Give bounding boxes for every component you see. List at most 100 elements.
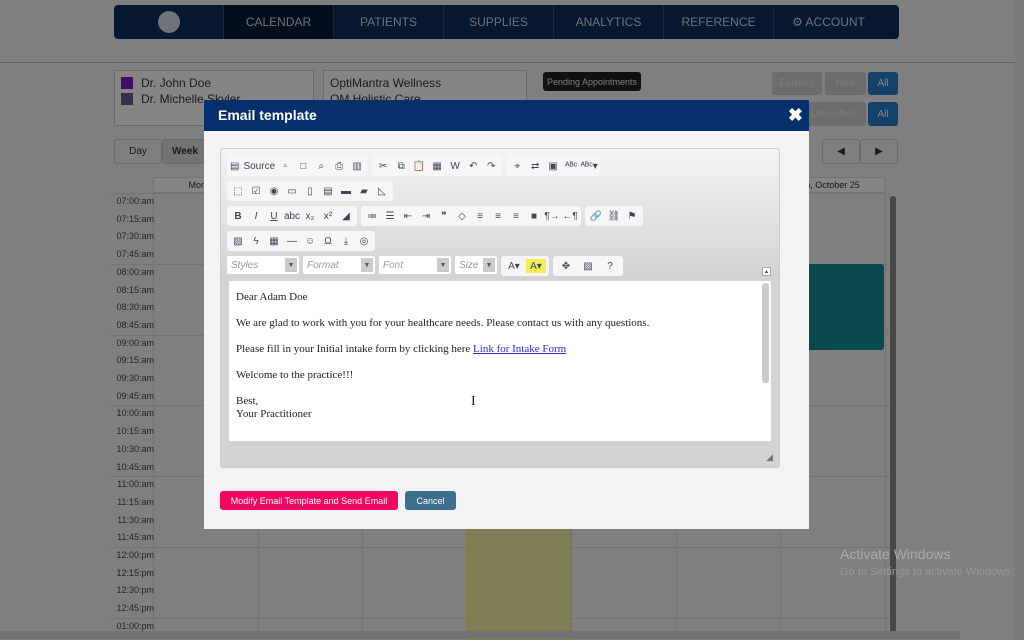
preview-icon[interactable]: ⌕ — [318, 160, 324, 172]
collapse-toolbar-icon[interactable]: ▴ — [762, 267, 771, 276]
select-icon[interactable]: ▤ — [323, 185, 333, 197]
pending-appointments-button[interactable]: Pending Appointments — [543, 72, 641, 91]
print-icon[interactable]: ⎙ — [335, 160, 344, 172]
replace-icon[interactable]: ⇄ — [530, 160, 540, 172]
filter-existing-button[interactable]: Existing — [772, 72, 822, 95]
textfield-icon[interactable]: ▭ — [287, 185, 297, 197]
filter-all-button[interactable]: All — [868, 72, 898, 95]
day-column[interactable] — [885, 193, 886, 640]
remove-format-icon[interactable]: ◢ — [342, 210, 350, 222]
iframe-icon[interactable]: ◎ — [359, 235, 369, 247]
textarea-icon[interactable]: ▯ — [307, 185, 313, 197]
week-view-button[interactable]: Week — [162, 139, 208, 164]
smiley-icon[interactable]: ☺ — [304, 235, 316, 247]
email-paragraph: Please fill in your Initial intake form … — [236, 343, 474, 355]
filter-all-verified-button[interactable]: All — [868, 102, 898, 126]
format-dropdown[interactable]: Format ▼ — [303, 256, 375, 274]
align-left-icon[interactable]: ≡ — [477, 210, 483, 222]
styles-dropdown[interactable]: Styles ▼ — [227, 256, 299, 274]
blockquote-icon[interactable]: ❞ — [441, 210, 447, 222]
select-all-icon[interactable]: ▣ — [548, 160, 558, 172]
justify-icon[interactable]: ■ — [530, 210, 538, 222]
table-icon[interactable]: ▦ — [269, 235, 279, 247]
nav-tab-patients[interactable]: PATIENTS — [333, 5, 443, 39]
superscript-icon[interactable]: x² — [323, 210, 333, 222]
cut-icon[interactable]: ✂ — [378, 160, 388, 172]
rtl-icon[interactable]: ←¶ — [562, 210, 578, 222]
cancel-button[interactable]: Cancel — [405, 491, 456, 510]
calendar-scrollbar[interactable] — [890, 196, 896, 636]
day-column[interactable] — [153, 193, 154, 640]
special-char-icon[interactable]: Ω — [324, 235, 332, 247]
button-icon[interactable]: ▬ — [341, 185, 351, 197]
form-icon[interactable]: ⬚ — [233, 185, 243, 197]
hidden-field-icon[interactable]: ◺ — [378, 185, 386, 197]
modify-and-send-email-button[interactable]: Modify Email Template and Send Email — [220, 491, 398, 510]
show-blocks-icon[interactable]: ▨ — [583, 260, 593, 272]
source-icon[interactable]: ▤ Source — [230, 160, 276, 172]
paste-text-icon[interactable]: ▦ — [432, 160, 442, 172]
align-right-icon[interactable]: ≡ — [513, 210, 519, 222]
numbered-list-icon[interactable]: ≔ — [367, 210, 377, 222]
save-icon[interactable]: ▫ — [283, 160, 287, 172]
nav-tab-analytics[interactable]: ANALYTICS — [553, 5, 663, 39]
undo-icon[interactable]: ↶ — [468, 160, 478, 172]
find-icon[interactable]: ⌖ — [514, 160, 520, 172]
redo-icon[interactable]: ↷ — [486, 160, 496, 172]
image-button-icon[interactable]: ▰ — [360, 185, 368, 197]
editor-scrollbar[interactable] — [762, 283, 769, 383]
filter-new-button[interactable]: New — [825, 72, 866, 95]
nav-tab-reference[interactable]: REFERENCE — [663, 5, 773, 39]
font-dropdown[interactable]: Font ▼ — [379, 256, 451, 274]
horizontal-scrollbar[interactable] — [0, 631, 960, 639]
align-center-icon[interactable]: ≡ — [495, 210, 501, 222]
anchor-icon[interactable]: ⚑ — [627, 210, 637, 222]
resize-handle-icon[interactable]: ◢ — [766, 452, 773, 462]
link-icon[interactable]: 🔗 — [589, 210, 603, 222]
text-color-icon[interactable]: A▾ — [508, 260, 520, 272]
about-icon[interactable]: ? — [607, 260, 613, 272]
logo[interactable] — [114, 5, 223, 39]
italic-icon[interactable]: I — [254, 210, 258, 222]
maximize-icon[interactable]: ✥ — [561, 260, 571, 272]
paste-icon[interactable]: 📋 — [412, 160, 426, 172]
day-view-button[interactable]: Day — [114, 139, 162, 164]
templates-icon[interactable]: ▥ — [352, 160, 362, 172]
image-icon[interactable]: ▨ — [233, 235, 243, 247]
unlink-icon[interactable]: ⛓ — [607, 210, 621, 222]
outdent-icon[interactable]: ⇤ — [403, 210, 413, 222]
underline-icon[interactable]: U — [270, 210, 278, 222]
nav-tab-account[interactable]: ⚙ ACCOUNT — [773, 5, 883, 39]
subscript-icon[interactable]: x₂ — [305, 210, 315, 222]
scayt-icon[interactable]: ᴬᴮᶜ▾ — [580, 160, 598, 172]
close-icon[interactable]: ✖ — [787, 105, 803, 125]
filter-unverified-button[interactable]: Unverified — [800, 102, 866, 126]
strike-icon[interactable]: abc — [283, 210, 301, 222]
email-body-editor[interactable]: Dear Adam Doe We are glad to work with y… — [229, 281, 771, 441]
location-item[interactable]: OptiMantra Wellness — [330, 76, 442, 90]
new-page-icon[interactable]: □ — [300, 160, 307, 172]
checkbox-icon[interactable]: ☑ — [251, 185, 261, 197]
spellcheck-icon[interactable]: ᴬᴮᶜ — [565, 160, 578, 172]
page-scrollbar[interactable] — [1015, 0, 1024, 640]
prev-week-button[interactable]: ◀ — [822, 139, 860, 164]
flash-icon[interactable]: ϟ — [253, 235, 259, 247]
nav-tab-supplies[interactable]: SUPPLIES — [443, 5, 553, 39]
radio-icon[interactable]: ◉ — [269, 185, 279, 197]
provider-item[interactable]: Dr. John Doe — [121, 75, 307, 91]
size-dropdown[interactable]: Size ▼ — [455, 256, 497, 274]
horizontal-rule-icon[interactable]: — — [287, 235, 297, 247]
nav-tab-calendar[interactable]: CALENDAR — [223, 5, 333, 39]
paste-word-icon[interactable]: W — [450, 160, 460, 172]
bg-color-icon[interactable]: A▾ — [526, 259, 546, 273]
toolbar-group: ✂ ⧉ 📋 ▦ W ↶ ↷ — [372, 156, 503, 176]
div-icon[interactable]: ◇ — [458, 210, 466, 222]
indent-icon[interactable]: ⇥ — [421, 210, 431, 222]
next-week-button[interactable]: ▶ — [860, 139, 898, 164]
bulleted-list-icon[interactable]: ☰ — [385, 210, 395, 222]
intake-form-link[interactable]: Link for Intake Form — [473, 343, 567, 355]
bold-icon[interactable]: B — [234, 210, 242, 222]
page-break-icon[interactable]: ⤓ — [343, 235, 349, 247]
copy-icon[interactable]: ⧉ — [397, 160, 405, 172]
ltr-icon[interactable]: ¶→ — [544, 210, 560, 222]
